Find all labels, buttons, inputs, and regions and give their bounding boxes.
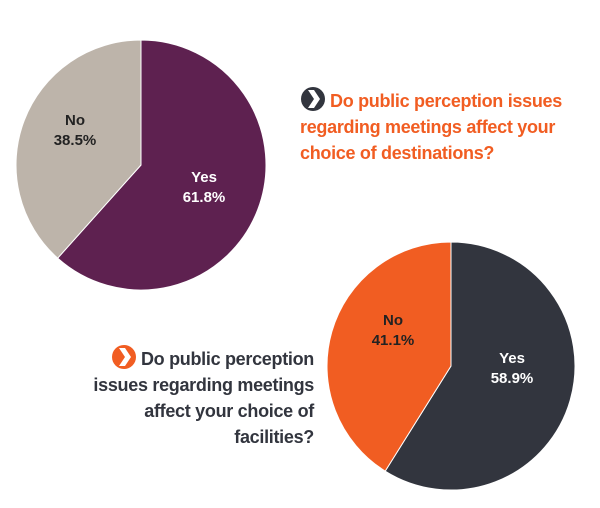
chevron-bullet-icon bbox=[111, 345, 136, 369]
question-facilities: Do public perception issues regarding me… bbox=[60, 344, 314, 450]
pie-slice-yes bbox=[56, 39, 267, 291]
slice-value-label: 41.1% bbox=[372, 332, 415, 349]
slice-value-label: 61.8% bbox=[183, 189, 226, 206]
slice-value-label: 38.5% bbox=[54, 132, 97, 149]
question-text: Do public perception issues regarding me… bbox=[93, 349, 314, 447]
pie-slice-no bbox=[326, 241, 452, 472]
slice-category-label: No bbox=[65, 112, 85, 129]
question-text: Do public perception issues regarding me… bbox=[300, 91, 562, 163]
chevron-bullet-icon bbox=[301, 87, 325, 111]
slice-category-label: No bbox=[383, 312, 403, 329]
pie-slice-yes bbox=[384, 241, 576, 491]
slice-category-label: Yes bbox=[499, 350, 525, 367]
slice-category-label: Yes bbox=[191, 169, 217, 186]
slice-value-label: 58.9% bbox=[491, 370, 534, 387]
question-destinations: Do public perception issues regarding me… bbox=[300, 86, 600, 166]
pie-slice-no bbox=[15, 39, 142, 259]
